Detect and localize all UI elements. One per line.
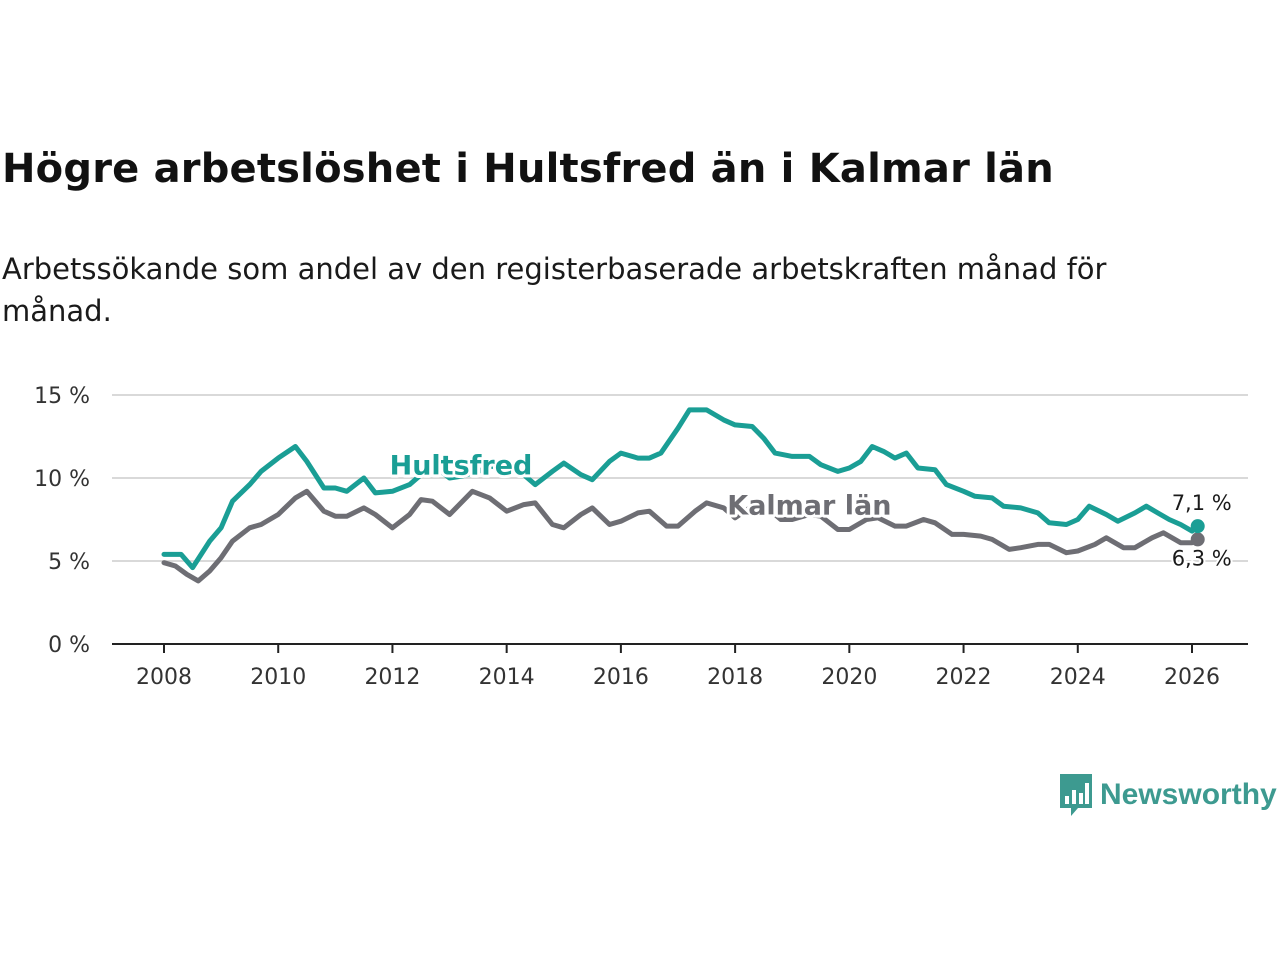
y-tick-label: 0 % — [48, 633, 90, 658]
x-tick-label: 2012 — [364, 665, 420, 690]
x-tick-label: 2024 — [1050, 665, 1106, 690]
bar-chart-speech-bubble-icon — [1060, 774, 1092, 816]
end-point-kalmar-län — [1190, 532, 1205, 547]
chart-subtitle: Arbetssökande som andel av den registerb… — [2, 252, 1107, 328]
x-tick-label: 2026 — [1164, 665, 1220, 690]
y-axis-tick-labels: 0 % 5 % 10 % 15 % — [34, 384, 90, 658]
x-tick-label: 2018 — [707, 665, 763, 690]
x-tick-label: 2010 — [250, 665, 306, 690]
x-tick-label: 2014 — [479, 665, 535, 690]
y-tick-label: 5 % — [48, 550, 90, 575]
y-tick-label: 10 % — [34, 467, 90, 492]
x-tick-label: 2008 — [136, 665, 192, 690]
end-point-hultsfred — [1190, 519, 1205, 534]
series-line-hultsfred — [161, 407, 1201, 571]
end-value-label-kalmar-län: 6,3 % — [1172, 546, 1232, 570]
y-tick-label: 15 % — [34, 384, 90, 409]
x-tick-label: 2022 — [936, 665, 992, 690]
end-value-label-hultsfred: 7,1 % — [1172, 491, 1232, 515]
x-axis-ticks: 2008 2010 2012 2014 2016 2018 2020 2022 2024 2026 — [136, 644, 1220, 690]
series-label-kalmar-län: Kalmar län — [727, 491, 891, 522]
series-lines — [161, 407, 1205, 584]
series-label-hultsfred: Hultsfred — [390, 451, 533, 482]
x-tick-label: 2016 — [593, 665, 649, 690]
x-tick-label: 2020 — [821, 665, 877, 690]
newsworthy-logo: Newsworthy — [1058, 772, 1277, 818]
brand-name: Newsworthy — [1100, 778, 1277, 811]
series-labels: Hultsfred 7,1 % Kalmar län 6,3 % — [387, 448, 1234, 573]
series-line-kalmar-län — [161, 488, 1201, 584]
chart-title: Högre arbetslöshet i Hultsfred än i Kalm… — [2, 146, 1054, 192]
gridlines — [112, 394, 1248, 562]
